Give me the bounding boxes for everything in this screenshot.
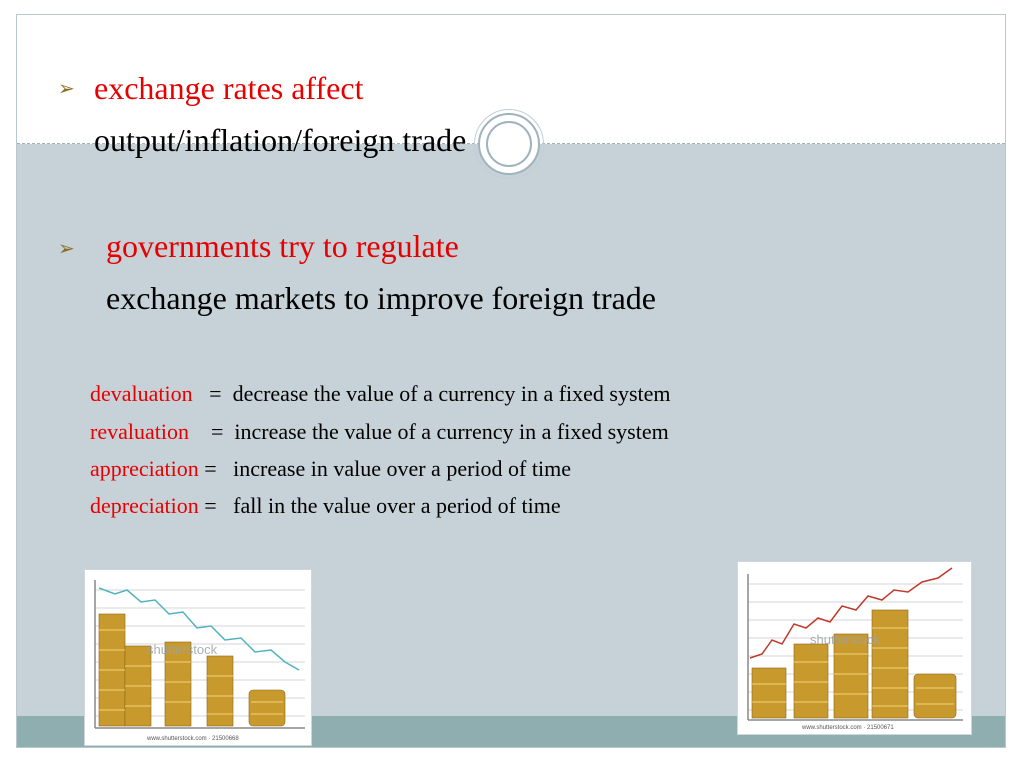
falling-coins-image: shutterstock www.shutterstock.com · 2150… <box>84 569 312 746</box>
bullet-1-lead: exchange rates affect <box>94 70 364 106</box>
image-caption: www.shutterstock.com · 21500671 <box>802 725 894 731</box>
falling-chart-graphic <box>94 580 305 729</box>
rising-coins-image: shutterstock www.shutterstock.com · 2150… <box>737 561 972 735</box>
slide-frame <box>16 14 1006 748</box>
watermark: shutterstock <box>147 642 218 657</box>
bullet-arrow-icon: ➢ <box>58 236 75 260</box>
image-caption: www.shutterstock.com · 21500668 <box>147 736 239 742</box>
definition-sep: = <box>198 456 234 481</box>
definition-sep: = <box>198 493 234 518</box>
definition-appreciation: appreciation = increase in value over a … <box>90 455 571 483</box>
definition-sep: = <box>188 419 235 444</box>
definition-text: increase the value of a currency in a fi… <box>234 419 669 444</box>
definition-depreciation: depreciation = fall in the value over a … <box>90 492 561 520</box>
definition-term: appreciation <box>90 456 199 481</box>
definition-term: devaluation <box>90 381 193 406</box>
bullet-1-text: output/inflation/foreign trade <box>94 122 467 158</box>
definition-text: fall in the value over a period of time <box>233 493 561 518</box>
definition-sep: = <box>192 381 233 406</box>
definition-term: revaluation <box>90 419 189 444</box>
definition-term: depreciation <box>90 493 199 518</box>
bullet-2-text: exchange markets to improve foreign trad… <box>106 280 656 316</box>
definition-revaluation: revaluation = increase the value of a cu… <box>90 418 669 446</box>
definition-text: decrease the value of a currency in a fi… <box>232 381 671 406</box>
bullet-2-lead: governments try to regulate <box>106 228 459 264</box>
decorative-ring-icon <box>474 109 544 179</box>
bullet-arrow-icon: ➢ <box>58 76 75 100</box>
watermark: shutterstock <box>810 632 881 647</box>
definition-text: increase in value over a period of time <box>233 456 571 481</box>
definition-devaluation: devaluation = decrease the value of a cu… <box>90 380 671 408</box>
rising-chart-graphic <box>747 567 963 721</box>
